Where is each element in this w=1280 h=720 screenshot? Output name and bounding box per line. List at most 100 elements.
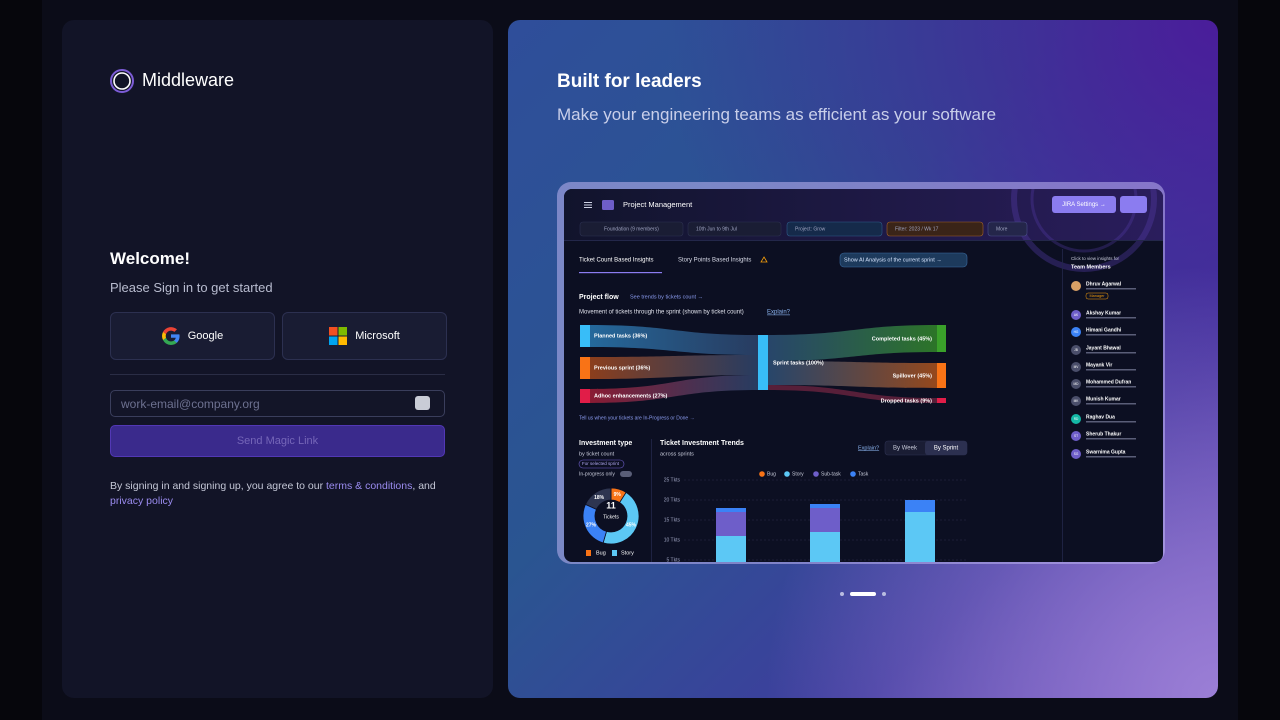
submit-button[interactable]: Send Magic Link xyxy=(110,425,445,457)
donut-slice xyxy=(585,487,612,510)
login-panel: Middleware Welcome! Please Sign in to ge… xyxy=(62,20,493,698)
flow-node-label: Adhoc enhancements (27%) xyxy=(594,393,668,399)
filter-box[interactable] xyxy=(786,221,883,237)
y-tick-label: 20 Tkts xyxy=(664,497,681,503)
legend-swatch xyxy=(850,471,856,477)
explain-link[interactable]: Explain? xyxy=(858,445,879,451)
submit-label: Send Magic Link xyxy=(236,435,319,447)
flow-trends[interactable]: See trends by tickets count → xyxy=(630,294,703,300)
member-name[interactable]: Swarnima Gupta xyxy=(1086,449,1126,455)
filter-box[interactable] xyxy=(579,221,684,237)
filter-label: Foundation (9 members) xyxy=(604,226,659,232)
toggle-label: In-progress only xyxy=(579,471,615,477)
side-bar xyxy=(1238,0,1280,720)
filter-box[interactable] xyxy=(886,221,984,237)
avatar-initials: HG xyxy=(1074,330,1079,334)
microsoft-label: Microsoft xyxy=(355,330,400,342)
legend-swatch xyxy=(784,471,790,477)
bar-segment xyxy=(810,504,840,508)
autofill-icon xyxy=(415,396,430,410)
divider xyxy=(110,374,445,375)
tab[interactable]: Story Points Based Insights xyxy=(678,258,751,264)
jira-button[interactable] xyxy=(1052,196,1116,213)
privacy-link[interactable]: privacy policy xyxy=(110,495,174,507)
member-name[interactable]: Mohammed Dufran xyxy=(1086,379,1131,385)
member-name[interactable]: Akshay Kumar xyxy=(1086,310,1121,316)
menu-icon xyxy=(584,202,592,208)
y-tick-label: 10 Tkts xyxy=(664,537,681,543)
avatar-initials: MD xyxy=(1074,382,1080,386)
flow-footer[interactable]: Tell us when your tickets are In-Progres… xyxy=(579,415,695,421)
filter-box[interactable] xyxy=(687,221,782,237)
legend-label: Task xyxy=(858,471,869,477)
flow-node-label: Completed tasks (45%) xyxy=(872,336,932,342)
jira-label: JIRA Settings → xyxy=(1062,202,1106,208)
avatar-initials: JB xyxy=(1074,348,1078,352)
member-email xyxy=(1086,369,1136,371)
ai-label: Show AI Analysis of the current sprint → xyxy=(844,257,942,263)
member-name[interactable]: Jayant Bhawal xyxy=(1086,345,1121,351)
donut-label: 18% xyxy=(594,495,605,501)
brand-logo xyxy=(110,69,134,93)
trends-subtitle: across sprints xyxy=(660,451,694,457)
legend-swatch xyxy=(586,550,591,556)
terms-link[interactable]: terms & conditions xyxy=(325,480,413,492)
toggle[interactable] xyxy=(620,471,632,477)
dashboard: Project Management JIRA Settings → Found… xyxy=(564,189,1163,562)
member-name[interactable]: Mayank Vir xyxy=(1086,362,1112,368)
avatar xyxy=(1071,379,1081,389)
avatar xyxy=(1071,345,1081,355)
bar-segment xyxy=(905,512,935,562)
member-name[interactable]: Munish Kumar xyxy=(1086,396,1121,402)
member-email xyxy=(1086,403,1136,405)
bar-segment xyxy=(716,512,746,536)
legend-label: Bug xyxy=(767,471,776,477)
avatar xyxy=(1071,449,1081,459)
explain-link[interactable]: Explain? xyxy=(767,310,791,316)
avatar xyxy=(1071,431,1081,441)
avatar xyxy=(1071,281,1081,291)
terms-prefix: By signing in and signing up, you agree … xyxy=(110,480,326,492)
google-button[interactable]: Google xyxy=(110,312,275,360)
legend-label: Story xyxy=(792,471,804,477)
carousel-dots xyxy=(840,592,886,596)
sidebar-divider xyxy=(1062,249,1063,562)
tab-underline xyxy=(579,272,662,274)
member-email xyxy=(1086,438,1136,440)
link-button[interactable] xyxy=(1120,196,1147,213)
member-email xyxy=(1086,288,1136,290)
tab[interactable]: Ticket Count Based Insights xyxy=(579,258,653,264)
bar-segment xyxy=(905,500,935,512)
flow-node-label: Spillover (45%) xyxy=(893,373,933,379)
toggle-option[interactable]: By Sprint xyxy=(934,446,959,452)
microsoft-button[interactable]: Microsoft xyxy=(282,312,447,360)
legend-swatch xyxy=(612,550,617,556)
filter-box[interactable] xyxy=(987,221,1028,237)
member-name[interactable]: Sherub Thakur xyxy=(1086,431,1121,437)
member-name[interactable]: Dhruv Agarwal xyxy=(1086,281,1122,287)
team-title: Team Members xyxy=(1071,264,1111,270)
badge-label: For selected sprint xyxy=(582,461,620,466)
donut-label: 45% xyxy=(626,522,637,528)
donut-slice xyxy=(602,491,640,545)
y-tick-label: 5 Tkts xyxy=(666,557,680,562)
email-input[interactable]: work-email@company.org xyxy=(110,390,445,417)
member-name[interactable]: Himani Gandhi xyxy=(1086,327,1122,333)
ai-button[interactable] xyxy=(839,252,968,268)
legend-swatch xyxy=(813,471,819,477)
avatar xyxy=(1071,414,1081,424)
bar-segment xyxy=(716,508,746,512)
flow-desc: Movement of tickets through the sprint (… xyxy=(579,310,744,316)
member-email xyxy=(1086,456,1136,458)
terms-text: By signing in and signing up, you agree … xyxy=(110,479,450,509)
toggle-option[interactable]: By Week xyxy=(893,446,918,452)
toggle-active xyxy=(925,441,967,455)
divider xyxy=(651,439,652,562)
member-name[interactable]: Raghav Dua xyxy=(1086,414,1115,420)
avatar-initials: RD xyxy=(1074,417,1079,421)
investment-title: Investment type xyxy=(579,440,632,447)
badge xyxy=(578,459,625,469)
legend-label: Sub-task xyxy=(821,471,841,477)
bar-segment xyxy=(716,536,746,562)
